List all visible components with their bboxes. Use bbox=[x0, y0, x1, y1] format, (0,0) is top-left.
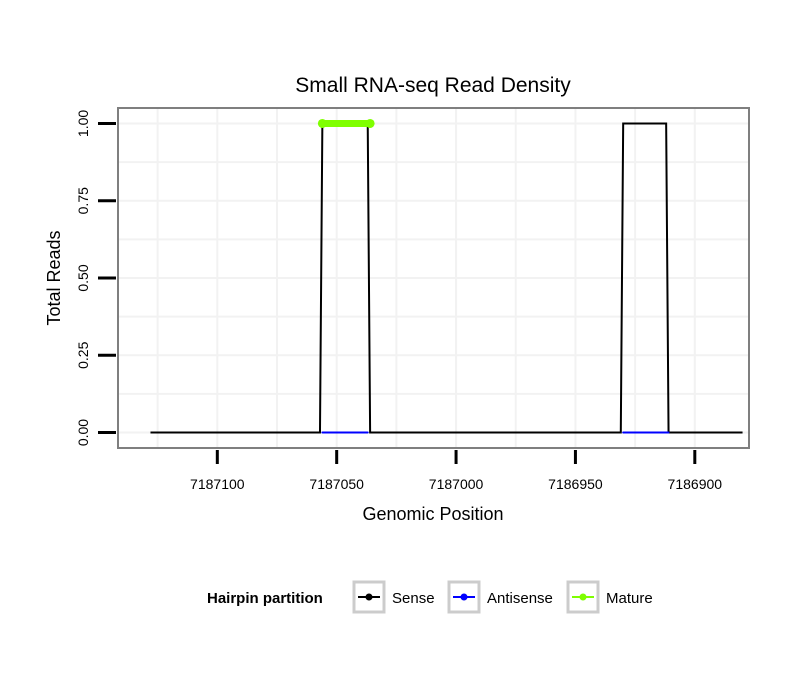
legend-key-sense-dot bbox=[365, 593, 373, 601]
legend-label-antisense: Antisense bbox=[487, 590, 553, 607]
legend-label-sense: Sense bbox=[392, 590, 435, 607]
axes: 7187100 7187050 7187000 7186950 7186900 0.00 0… bbox=[75, 110, 722, 492]
chart-title: Small RNA-seq Read Density bbox=[295, 74, 571, 97]
x-tick-label: 7187100 bbox=[190, 476, 245, 492]
grid bbox=[118, 108, 749, 448]
series-point-mature bbox=[365, 118, 375, 128]
y-tick-label: 0.25 bbox=[75, 341, 91, 368]
x-tick-label: 7186900 bbox=[668, 476, 723, 492]
y-tick-label: 0.00 bbox=[75, 419, 91, 446]
x-tick-label: 7187050 bbox=[309, 476, 364, 492]
y-tick-label: 0.50 bbox=[75, 264, 91, 291]
x-tick-label: 7187000 bbox=[429, 476, 484, 492]
legend-key-antisense-dot bbox=[460, 593, 468, 601]
legend: Hairpin partition Sense Antisense Mature bbox=[207, 580, 653, 614]
y-tick-label: 1.00 bbox=[75, 110, 91, 137]
data-marks bbox=[150, 118, 743, 434]
x-axis-title: Genomic Position bbox=[362, 504, 503, 524]
plot-panel-border bbox=[117, 107, 750, 449]
legend-label-mature: Mature bbox=[606, 590, 653, 607]
y-tick-label: 0.75 bbox=[75, 187, 91, 214]
series-point-mature bbox=[317, 118, 327, 128]
legend-key-mature-dot bbox=[579, 593, 587, 601]
x-tick-label: 7186950 bbox=[548, 476, 603, 492]
legend-title: Hairpin partition bbox=[207, 590, 323, 607]
y-axis-title: Total Reads bbox=[44, 230, 64, 325]
series-line-sense bbox=[150, 122, 743, 434]
